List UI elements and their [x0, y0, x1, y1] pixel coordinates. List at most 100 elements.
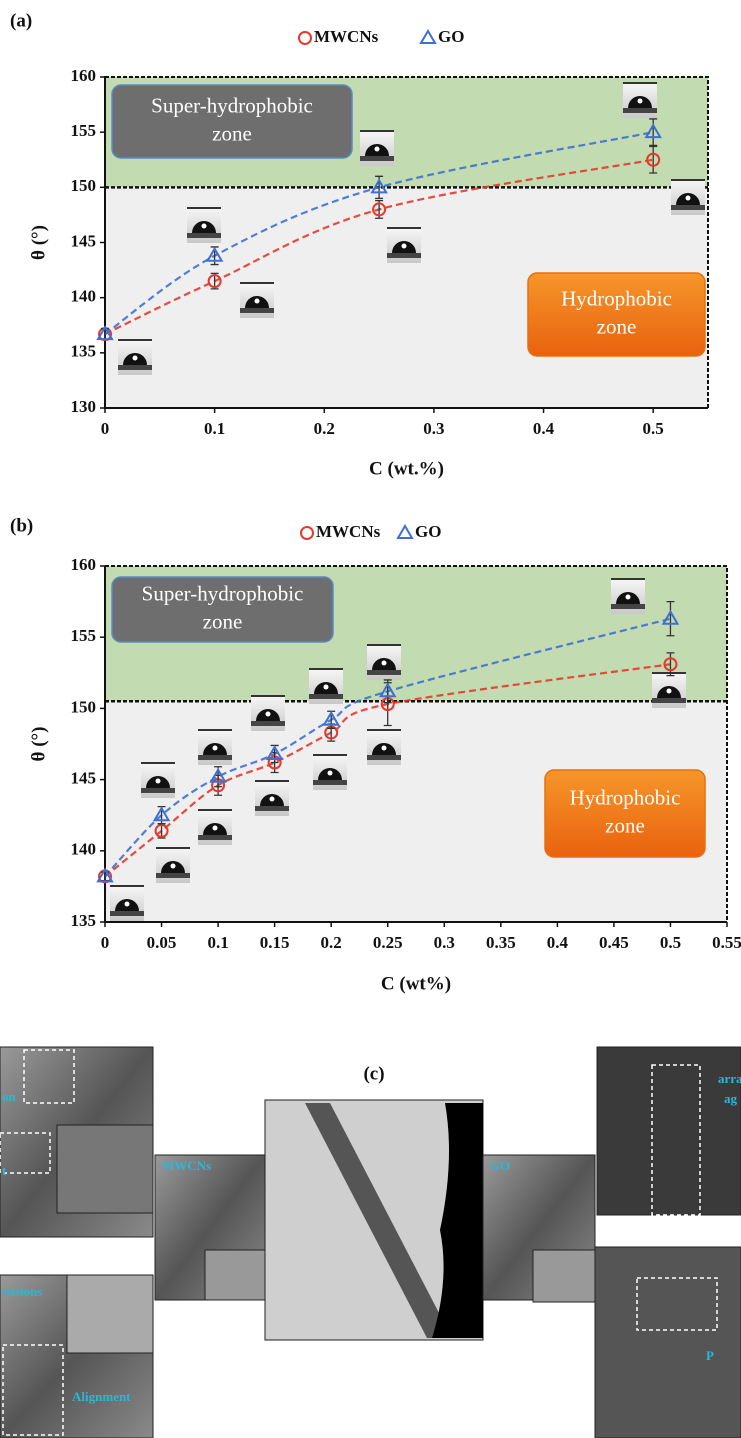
y-tick-label: 140	[71, 840, 97, 859]
image-label: on	[2, 1089, 17, 1104]
droplet-glint	[133, 356, 138, 361]
droplet-glint	[686, 196, 691, 201]
droplet-substrate	[251, 721, 285, 726]
droplet-glint	[156, 779, 161, 784]
y-tick-label: 150	[71, 697, 97, 716]
droplet-substrate	[309, 694, 343, 699]
zone-label: zone	[203, 609, 243, 633]
image-label: rusions	[2, 1284, 42, 1299]
x-tick-label: 0.1	[207, 933, 228, 952]
x-tick-label: 0.5	[643, 419, 664, 438]
droplet-glint	[402, 244, 407, 249]
zone-label: zone	[597, 314, 637, 338]
legend-marker	[299, 32, 311, 44]
x-tick-label: 0	[101, 419, 110, 438]
x-axis-title: C (wt.%)	[369, 458, 444, 479]
legend-label: MWCNs	[316, 522, 381, 541]
droplet-glint	[382, 661, 387, 666]
droplet-substrate	[313, 780, 347, 785]
droplet-substrate	[367, 755, 401, 760]
y-tick-label: 145	[71, 769, 97, 788]
figure: 130 135 140 145 150 155 160 0 0.1 0.2 0.3 0.4 0.5 C (…	[0, 0, 741, 1438]
y-tick-label: 155	[71, 121, 97, 140]
y-axis-title: θ (°)	[28, 225, 49, 260]
x-tick-label: 0.4	[533, 419, 555, 438]
droplet-glint	[638, 99, 643, 104]
legend-label: MWCNs	[314, 27, 379, 46]
y-tick-label: 160	[71, 555, 97, 574]
droplet-glint	[375, 147, 380, 152]
x-tick-label: 0.2	[314, 419, 335, 438]
droplet-glint	[270, 797, 275, 802]
y-tick-label: 135	[71, 342, 97, 361]
x-tick-label: 0.3	[434, 933, 455, 952]
droplet-substrate	[156, 873, 190, 878]
x-tick-label: 0.3	[423, 419, 444, 438]
x-tick-label: 0.25	[373, 933, 403, 952]
y-tick-label: 135	[71, 911, 97, 930]
droplet-substrate	[360, 156, 394, 161]
droplet-substrate	[110, 911, 144, 916]
x-tick-label: 0.05	[147, 933, 177, 952]
zone-label: zone	[212, 121, 252, 145]
y-axis-title: θ (°)	[28, 727, 49, 762]
y-tick-label: 160	[71, 66, 97, 85]
y-tick-label: 130	[71, 397, 97, 416]
x-tick-label: 0.5	[660, 933, 681, 952]
x-axis-title: C (wt%)	[381, 973, 451, 994]
tem-image	[533, 1250, 595, 1302]
droplet-substrate	[198, 755, 232, 760]
droplet-substrate	[240, 308, 274, 313]
x-tick-label: 0.2	[321, 933, 342, 952]
tem-image	[67, 1275, 153, 1353]
x-tick-label: 0.45	[599, 933, 629, 952]
legend-label: GO	[438, 27, 464, 46]
panel-label: (b)	[10, 515, 33, 536]
legend-marker	[301, 527, 313, 539]
legend-marker	[421, 31, 435, 43]
panel-label: (c)	[363, 1063, 384, 1084]
image-label: arra	[718, 1071, 741, 1086]
image-label: Alignment	[72, 1389, 131, 1404]
tem-image	[57, 1125, 153, 1213]
droplet-glint	[626, 595, 631, 600]
droplet-substrate	[255, 806, 289, 811]
droplet-substrate	[652, 698, 686, 703]
droplet-substrate	[141, 788, 175, 793]
x-tick-label: 0	[101, 933, 110, 952]
droplet-glint	[213, 746, 218, 751]
droplet-glint	[266, 712, 271, 717]
zone-label: zone	[605, 813, 645, 837]
droplet-glint	[667, 689, 672, 694]
droplet-glint	[382, 746, 387, 751]
tem-image	[595, 1247, 741, 1438]
tem-image	[205, 1250, 265, 1300]
image-label: ag	[724, 1091, 738, 1106]
zone-label: Hydrophobic	[561, 286, 672, 310]
droplet-substrate	[623, 108, 657, 113]
zone-label: Super-hydrophobic	[151, 93, 313, 117]
droplet-substrate	[118, 365, 152, 370]
zone-label: Hydrophobic	[570, 785, 681, 809]
droplet-substrate	[198, 835, 232, 840]
panel-label: (a)	[10, 10, 32, 31]
droplet-substrate	[187, 233, 221, 238]
x-tick-label: 0.15	[260, 933, 290, 952]
droplet-glint	[328, 771, 333, 776]
x-tick-label: 0.4	[547, 933, 569, 952]
x-tick-label: 0.1	[204, 419, 225, 438]
droplet-glint	[255, 299, 260, 304]
image-label: P	[706, 1348, 714, 1363]
y-tick-label: 145	[71, 231, 97, 250]
legend-label: GO	[415, 522, 441, 541]
image-label: t	[2, 1163, 7, 1178]
droplet-glint	[125, 902, 130, 907]
droplet-substrate	[611, 604, 645, 609]
zone-label: Super-hydrophobic	[142, 581, 304, 605]
droplet-glint	[171, 864, 176, 869]
image-label: GO	[490, 1158, 510, 1173]
y-tick-label: 155	[71, 626, 97, 645]
droplet-glint	[202, 224, 207, 229]
image-label: MWCNs	[162, 1158, 211, 1173]
droplet-glint	[324, 685, 329, 690]
